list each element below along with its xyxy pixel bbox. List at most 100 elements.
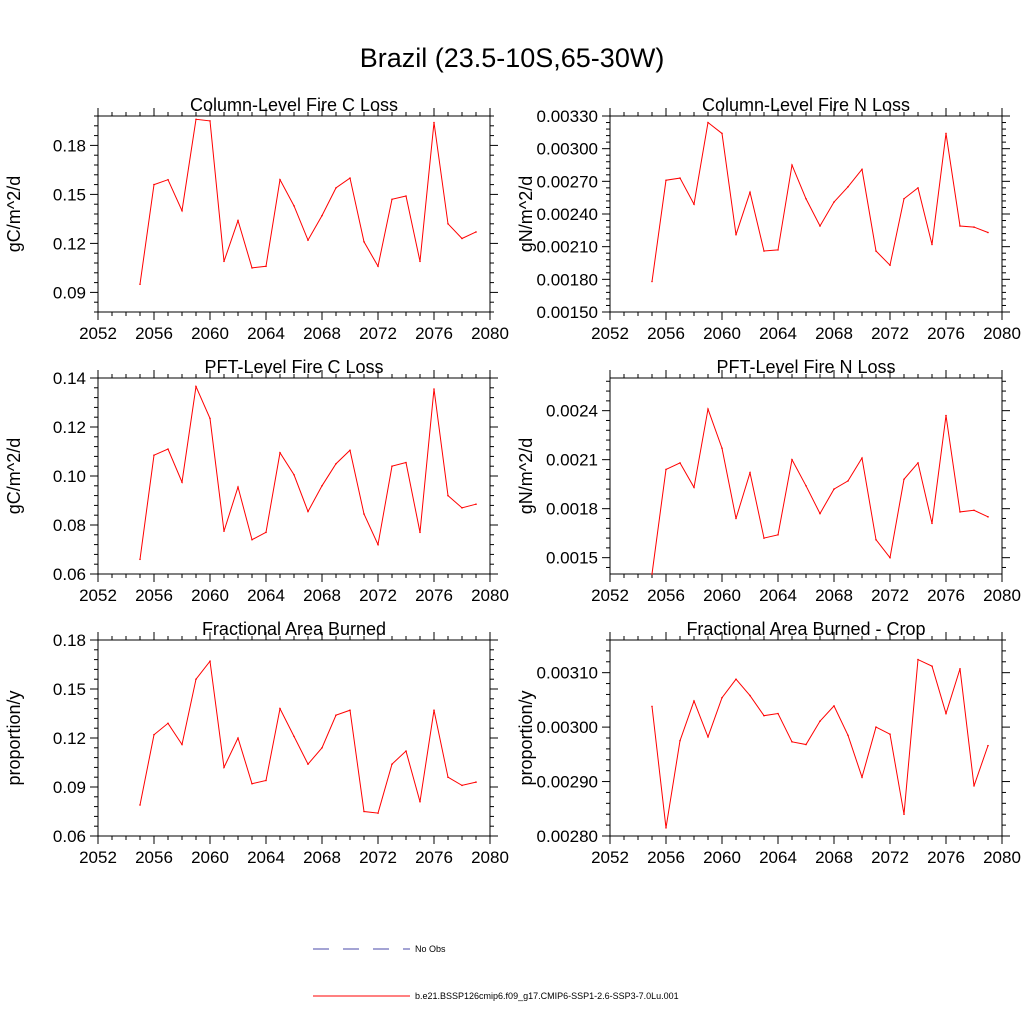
series-points bbox=[139, 385, 477, 561]
data-point bbox=[833, 201, 835, 203]
data-point bbox=[363, 240, 365, 243]
data-point bbox=[749, 694, 751, 697]
data-point bbox=[889, 556, 891, 559]
data-point bbox=[875, 250, 877, 252]
series-points bbox=[651, 408, 989, 575]
data-point bbox=[931, 665, 933, 667]
data-point bbox=[251, 267, 253, 269]
x-tick-label: 2056 bbox=[135, 848, 173, 867]
x-tick-label: 2060 bbox=[191, 586, 229, 605]
data-point bbox=[665, 827, 667, 829]
data-point bbox=[447, 494, 449, 497]
data-point bbox=[959, 225, 961, 227]
data-point bbox=[405, 750, 407, 752]
data-point bbox=[693, 700, 695, 702]
data-point bbox=[251, 538, 253, 541]
data-point bbox=[237, 486, 239, 488]
x-tick-label: 2072 bbox=[359, 324, 397, 343]
data-point bbox=[405, 461, 407, 464]
data-point bbox=[833, 705, 835, 707]
data-point bbox=[265, 265, 267, 268]
x-tick-label: 2052 bbox=[591, 586, 629, 605]
x-tick-label: 2072 bbox=[359, 586, 397, 605]
y-tick-label: 0.00150 bbox=[537, 303, 598, 322]
data-point bbox=[251, 782, 253, 785]
data-point bbox=[349, 449, 351, 452]
plot-frame bbox=[97, 639, 491, 837]
x-tick-label: 2068 bbox=[815, 848, 853, 867]
data-point bbox=[209, 660, 211, 663]
data-point bbox=[861, 168, 863, 171]
data-point bbox=[889, 264, 891, 266]
y-tick-label: 0.0015 bbox=[546, 549, 598, 568]
series-points bbox=[139, 118, 477, 286]
data-point bbox=[721, 132, 723, 135]
data-point bbox=[987, 516, 989, 518]
legend-label-1: No Obs bbox=[415, 944, 446, 954]
data-point bbox=[959, 668, 961, 670]
x-tick-label: 2080 bbox=[471, 324, 509, 343]
y-tick-label: 0.18 bbox=[53, 136, 86, 155]
x-tick-label: 2080 bbox=[983, 586, 1021, 605]
y-tick-label: 0.18 bbox=[53, 631, 86, 650]
y-axis-label: proportion/y bbox=[4, 690, 24, 785]
x-tick-label: 2056 bbox=[135, 586, 173, 605]
y-tick-label: 0.00270 bbox=[537, 172, 598, 191]
data-point bbox=[265, 779, 267, 782]
y-tick-label: 0.09 bbox=[53, 778, 86, 797]
data-point bbox=[973, 226, 975, 228]
y-tick-label: 0.00300 bbox=[537, 140, 598, 159]
y-tick-label: 0.00310 bbox=[537, 664, 598, 683]
x-tick-label: 2060 bbox=[703, 586, 741, 605]
x-tick-label: 2052 bbox=[591, 324, 629, 343]
x-tick-label: 2076 bbox=[927, 324, 965, 343]
data-point bbox=[721, 447, 723, 450]
data-point bbox=[153, 183, 155, 186]
data-point bbox=[153, 733, 155, 736]
y-tick-label: 0.00290 bbox=[537, 773, 598, 792]
data-point bbox=[461, 507, 463, 509]
panel-title: PFT-Level Fire C Loss bbox=[204, 357, 383, 377]
x-tick-label: 2068 bbox=[303, 324, 341, 343]
data-point bbox=[973, 785, 975, 787]
data-point bbox=[181, 209, 183, 212]
data-point bbox=[791, 458, 793, 461]
data-point bbox=[819, 720, 821, 722]
y-tick-label: 0.06 bbox=[53, 565, 86, 584]
x-tick-label: 2060 bbox=[191, 848, 229, 867]
data-point bbox=[651, 705, 653, 708]
data-point bbox=[377, 265, 379, 268]
data-point bbox=[167, 448, 169, 450]
panel-title: Fractional Area Burned - Crop bbox=[686, 619, 925, 639]
legend-label-2: b.e21.BSSP126cmip6.f09_g17.CMIP6-SSP1-2.… bbox=[415, 991, 679, 1001]
data-point bbox=[461, 237, 463, 240]
x-tick-label: 2080 bbox=[471, 586, 509, 605]
data-point bbox=[195, 118, 197, 121]
data-point bbox=[763, 250, 765, 252]
x-tick-label: 2052 bbox=[79, 848, 117, 867]
x-tick-label: 2076 bbox=[415, 324, 453, 343]
data-point bbox=[279, 451, 281, 454]
y-tick-label: 0.10 bbox=[53, 467, 86, 486]
data-point bbox=[945, 414, 947, 417]
x-tick-label: 2052 bbox=[79, 324, 117, 343]
data-point bbox=[777, 712, 779, 715]
data-point bbox=[805, 485, 807, 487]
x-tick-label: 2076 bbox=[927, 848, 965, 867]
x-tick-label: 2060 bbox=[703, 324, 741, 343]
data-point bbox=[293, 735, 295, 738]
data-point bbox=[749, 471, 751, 474]
panel-title: Column-Level Fire C Loss bbox=[190, 95, 398, 115]
x-tick-label: 2080 bbox=[983, 848, 1021, 867]
data-point bbox=[433, 709, 435, 712]
x-tick-label: 2056 bbox=[647, 324, 685, 343]
series-line bbox=[139, 384, 477, 560]
panel-1: Column-Level Fire C Loss gC/m^2/d 2052 2056… bbox=[4, 95, 509, 343]
plot-frame bbox=[609, 377, 1003, 575]
y-axis-label: gN/m^2/d bbox=[516, 438, 536, 514]
data-point bbox=[307, 510, 309, 513]
data-point bbox=[475, 503, 477, 505]
data-point bbox=[237, 737, 239, 739]
y-tick-label: 0.00330 bbox=[537, 107, 598, 126]
data-point bbox=[209, 120, 211, 122]
